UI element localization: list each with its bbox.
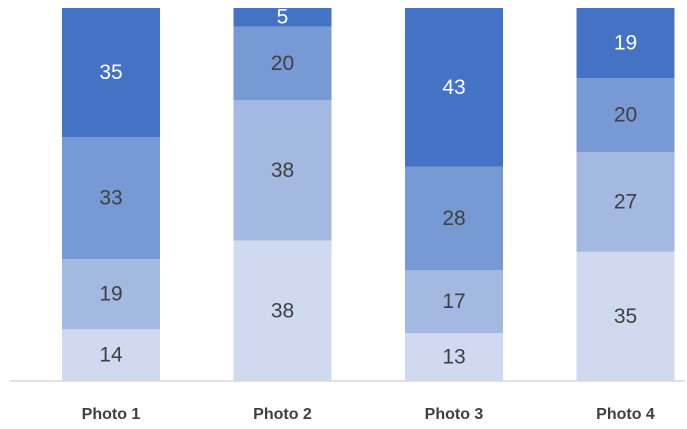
data-label: 35: [99, 61, 122, 84]
data-label: 20: [614, 104, 637, 127]
data-label: 27: [614, 190, 637, 213]
bar-segment: [576, 8, 675, 79]
bar-segment: [405, 8, 503, 167]
category-tick-label: Photo 1: [82, 406, 141, 423]
data-label: 38: [271, 299, 294, 322]
bar-segment: [576, 78, 675, 153]
bar-segment: [233, 100, 332, 241]
bar-segment: [62, 8, 160, 138]
bar-segment: [233, 26, 332, 101]
data-label: 28: [442, 207, 465, 230]
data-label: 43: [442, 76, 465, 99]
bar-segment: [62, 329, 160, 381]
data-label: 5: [277, 6, 289, 29]
data-label: 17: [442, 290, 465, 313]
data-label: 13: [442, 345, 465, 368]
data-label: 35: [614, 305, 637, 328]
data-label: 14: [99, 344, 123, 367]
bar-segment: [233, 8, 332, 27]
bar-segment: [576, 152, 675, 252]
category-labels: Photo 1 Photo 2 Photo 3 Photo 4: [82, 406, 655, 423]
bar-segment: [405, 270, 503, 333]
bar-segment: [233, 240, 332, 381]
data-label: 20: [271, 52, 294, 75]
category-tick-label: Photo 3: [425, 406, 484, 423]
bar-segment: [62, 259, 160, 330]
category-tick-label: Photo 4: [596, 406, 655, 423]
bar-groups: 14 19 33 35 38 38 20 5 13 17 28 43 35 27 20 19: [62, 6, 675, 381]
data-label: 33: [99, 187, 122, 210]
bar-segment: [405, 166, 503, 271]
category-tick-label: Photo 2: [253, 406, 312, 423]
bar-segment: [576, 251, 675, 381]
data-label: 19: [614, 32, 637, 55]
bar-segment: [405, 332, 503, 381]
data-label: 19: [99, 283, 122, 306]
bar-segment: [62, 137, 160, 260]
data-label: 38: [271, 159, 294, 182]
